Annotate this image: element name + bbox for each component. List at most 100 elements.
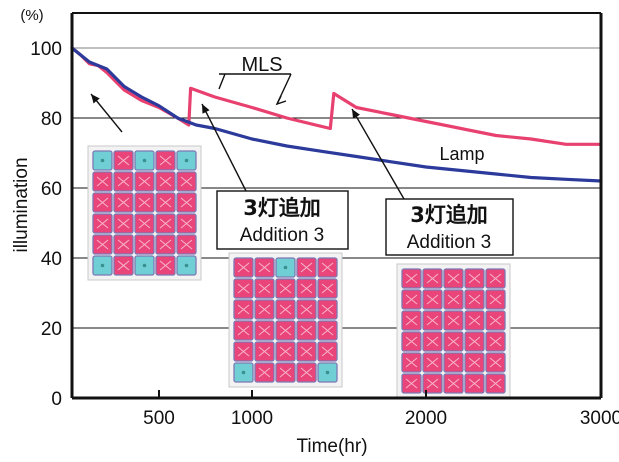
lamp-tile-dot (241, 370, 246, 375)
arrow-layer (90, 73, 405, 200)
arrow-to-start (90, 93, 123, 133)
lamp-tile-mark (180, 176, 193, 187)
lamp-tile-mark (279, 325, 292, 336)
lamp-tile-mark (300, 346, 313, 357)
lamp-tile-mark (279, 304, 292, 315)
y-tick-label-100: 100 (30, 39, 62, 60)
lamp-tile-mark (405, 336, 418, 347)
arrow-addition-2 (351, 108, 405, 200)
lamp-tile-mark (300, 367, 313, 378)
lamp-tile-mark (468, 315, 481, 326)
lamp-tile-mark (96, 239, 109, 250)
series-label-mls: MLS (241, 54, 282, 76)
lamp-tile-mark (117, 218, 130, 229)
lamp-tile-dot (184, 158, 189, 163)
lamp-tile-mark (321, 346, 334, 357)
annotation-addition-2-line2: Addition 3 (407, 232, 492, 253)
lamp-tile-mark (426, 357, 439, 368)
lamp-tile-mark (237, 325, 250, 336)
lamp-tile-mark (279, 367, 292, 378)
lamp-tile-mark (258, 262, 271, 273)
lamp-tile-mark (96, 176, 109, 187)
lamp-tile-mark (405, 315, 418, 326)
lamp-tile-mark (117, 155, 130, 166)
y-unit-label: (%) (20, 7, 43, 24)
mls-leader-head (275, 95, 287, 106)
lamp-tile-mark (237, 283, 250, 294)
lamp-tile-mark (159, 260, 172, 271)
lamp-tile-mark (321, 283, 334, 294)
lamp-tile-mark (426, 294, 439, 305)
lamp-tile-mark (489, 336, 502, 347)
y-tick-label-40: 40 (41, 249, 62, 270)
lamp-tile-mark (447, 294, 460, 305)
lamp-tile-mark (447, 378, 460, 389)
lamp-tile-mark (138, 218, 151, 229)
annotation-box-addition-1: 3灯追加 Addition 3 (216, 190, 349, 250)
y-tick-label-80: 80 (41, 109, 62, 130)
lamp-tile-mark (468, 273, 481, 284)
lamp-tile-mark (258, 367, 271, 378)
lamp-grid-2 (228, 252, 343, 388)
lamp-tile-dot (283, 265, 288, 270)
lamp-tile-mark (405, 294, 418, 305)
lamp-tile-mark (321, 325, 334, 336)
lamp-tile-mark (159, 155, 172, 166)
lamp-tile-mark (237, 262, 250, 273)
lamp-tile-mark (489, 273, 502, 284)
x-tick-label-3000: 3000 (580, 408, 619, 429)
lamp-tile-mark (489, 315, 502, 326)
lamp-tile-mark (117, 197, 130, 208)
annotation-addition-2-line1: 3灯追加 (410, 203, 488, 227)
lamp-tile-mark (258, 346, 271, 357)
lamp-tile-mark (300, 325, 313, 336)
lamp-tile-mark (159, 239, 172, 250)
lamp-tile-mark (468, 336, 481, 347)
lamp-tile-mark (138, 197, 151, 208)
lamp-tile-mark (468, 378, 481, 389)
lamp-tile-mark (447, 315, 460, 326)
annotation-box-addition-2: 3灯追加 Addition 3 (385, 198, 514, 256)
lamp-tile-mark (159, 197, 172, 208)
lamp-tile-mark (468, 294, 481, 305)
lamp-tile-mark (138, 239, 151, 250)
lamp-tile-mark (447, 273, 460, 284)
lamp-tile-mark (117, 239, 130, 250)
y-tick-label-0: 0 (51, 389, 62, 410)
x-tick-label-2000: 2000 (405, 408, 447, 429)
lamp-tile-dot (100, 263, 105, 268)
annotation-addition-1-line2: Addition 3 (240, 225, 325, 246)
lamp-tile-mark (180, 218, 193, 229)
lamp-tile-mark (447, 357, 460, 368)
lamp-tile-mark (237, 346, 250, 357)
lamp-tile-mark (468, 357, 481, 368)
lamp-tile-mark (426, 336, 439, 347)
lamp-tile-mark (321, 304, 334, 315)
y-axis-title: illumination (11, 157, 32, 252)
lamp-tile-mark (489, 378, 502, 389)
lamp-tile-mark (180, 239, 193, 250)
arrow-addition-1 (201, 103, 247, 192)
lamp-tile-dot (142, 158, 147, 163)
lamp-tile-dot (142, 263, 147, 268)
lamp-tile-mark (405, 273, 418, 284)
lamp-tile-mark (426, 273, 439, 284)
lamp-tile-dot (184, 263, 189, 268)
mls-leader (218, 73, 292, 105)
lamp-tile-mark (300, 262, 313, 273)
y-tick-label-60: 60 (41, 179, 62, 200)
lamp-tile-mark (279, 346, 292, 357)
x-tick-label-1000: 1000 (231, 408, 273, 429)
lamp-tile-mark (426, 378, 439, 389)
lamp-tile-mark (279, 283, 292, 294)
lamp-tile-mark (96, 197, 109, 208)
lamp-tile-mark (258, 283, 271, 294)
series-line-lamp (70, 46, 603, 183)
frame-layer (70, 12, 603, 400)
lamp-tile-mark (321, 262, 334, 273)
inset-layer (87, 145, 511, 399)
lamp-grid-3 (396, 263, 511, 399)
lamp-tile-mark (258, 325, 271, 336)
y-tick-label-20: 20 (41, 319, 62, 340)
